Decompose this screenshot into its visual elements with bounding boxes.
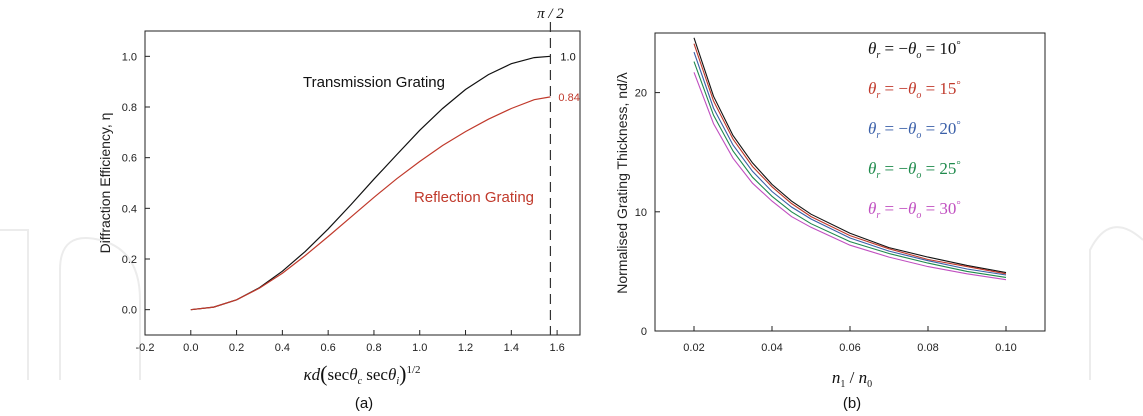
chart-b-y-tick-label: 0	[641, 326, 647, 338]
chart-b-plot-area	[654, 32, 1046, 332]
transmission-end-value: 1.0	[560, 51, 575, 63]
chart-a-y-tick-label: 0.2	[122, 254, 137, 266]
reflection-grating-label: Reflection Grating	[414, 189, 534, 206]
transmission-grating-line	[190, 55, 551, 311]
chart-b-x-tick-label: 0.08	[917, 342, 938, 354]
series-line-theta-10	[693, 37, 1007, 274]
chart-b-legend: θr = −θo = 10° θr = −θo = 15° θr = −θo = 2…	[868, 39, 961, 221]
reflection-grating-line	[190, 96, 551, 311]
chart-a-y-tick-label: 0.0	[122, 305, 137, 317]
chart-b-lines	[693, 37, 1007, 281]
chart-a-x-tick-label: 0.0	[183, 342, 198, 354]
chart-b-x-axis-label: n1 / n0	[832, 368, 872, 390]
chart-a-y-tick-label: 0.6	[122, 153, 137, 165]
transmission-grating-label: Transmission Grating	[303, 74, 445, 91]
chart-a-y-tick-label: 0.8	[122, 102, 137, 114]
panel-a-label: (a)	[355, 395, 373, 412]
chart-b-x-ticks: 0.02 0.04 0.06 0.08 0.10	[683, 326, 1017, 354]
chart-a-y-axis-label: Diffraction Efficiency, η	[97, 113, 113, 254]
chart-b-x-tick-label: 0.02	[683, 342, 704, 354]
panel-b-label: (b)	[843, 395, 861, 412]
chart-a-x-tick-label: 1.0	[412, 342, 427, 354]
legend-entry-theta-25: θr = −θo = 25°	[868, 159, 961, 181]
reflection-end-value: 0.84	[558, 92, 579, 104]
background-watermark	[0, 226, 1143, 380]
series-line-theta-20	[693, 51, 1007, 276]
series-line-theta-15	[693, 43, 1007, 275]
legend-entry-theta-20: θr = −θo = 20°	[868, 119, 961, 141]
chart-a-x-tick-label: 0.6	[321, 342, 336, 354]
chart-a-x-axis-label: κd(secθc secθi)1/2	[303, 361, 420, 387]
chart-a-x-tick-label: 0.8	[366, 342, 381, 354]
chart-b: 0.02 0.04 0.06 0.08 0.10 0 10 20 θr = −θo = 10…	[614, 32, 1046, 412]
chart-b-y-ticks: 0 10 20	[635, 88, 660, 338]
chart-b-y-tick-label: 10	[635, 207, 647, 219]
legend-entry-theta-30: θr = −θo = 30°	[868, 199, 961, 221]
chart-b-y-tick-label: 20	[635, 88, 647, 100]
legend-entry-theta-10: θr = −θo = 10°	[868, 39, 961, 61]
chart-a-y-tick-label: 0.4	[122, 203, 137, 215]
chart-b-y-axis-label: Normalised Grating Thickness, nd/λ	[614, 72, 630, 294]
series-line-theta-30	[693, 72, 1007, 281]
chart-a-x-tick-label: 1.6	[549, 342, 564, 354]
chart-a-x-tick-label: 1.2	[458, 342, 473, 354]
legend-entry-theta-15: θr = −θo = 15°	[868, 79, 961, 101]
chart-b-x-tick-label: 0.04	[761, 342, 782, 354]
chart-a-x-ticks: -0.2 0.0 0.2 0.4 0.6 0.8 1.0 1.2 1.4 1.6	[136, 330, 565, 354]
chart-a-lines	[190, 55, 551, 311]
chart-a-x-tick-label: 0.4	[275, 342, 290, 354]
chart-a-x-tick-label: 1.4	[504, 342, 519, 354]
chart-a-x-tick-label: 0.2	[229, 342, 244, 354]
chart-a-y-tick-label: 1.0	[122, 51, 137, 63]
chart-b-x-tick-label: 0.10	[995, 342, 1016, 354]
pi-half-label: π / 2	[537, 6, 564, 22]
chart-a: -0.2 0.0 0.2 0.4 0.6 0.8 1.0 1.2 1.4 1.6 0.00.20.…	[97, 6, 581, 412]
chart-a-plot-area	[144, 30, 581, 336]
chart-a-y-ticks: 0.0 0.2 0.4 0.6 0.8 1.0	[122, 51, 150, 317]
chart-a-x-tick-label: -0.2	[136, 342, 155, 354]
chart-b-x-tick-label: 0.06	[839, 342, 860, 354]
series-line-theta-25	[693, 61, 1007, 278]
